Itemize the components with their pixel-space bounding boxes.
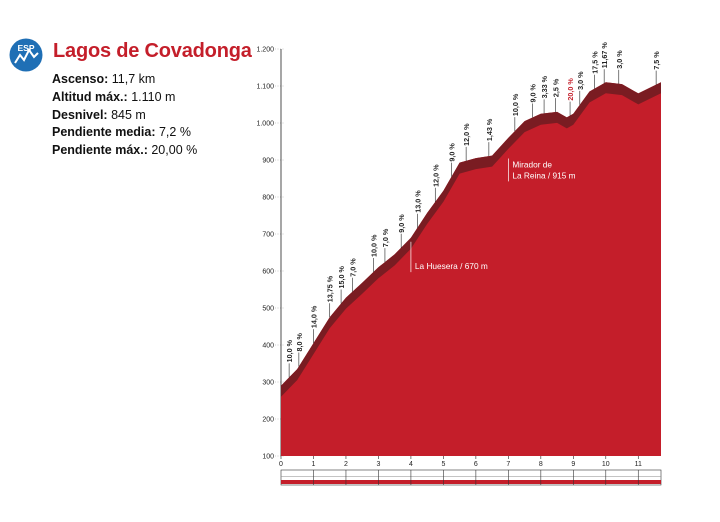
stat-value: 1.110 m	[131, 89, 176, 104]
gradient-label: 3,33 %	[540, 75, 549, 98]
gradient-label: 9,0 %	[397, 214, 406, 233]
gradient-label: 15,0 %	[337, 266, 346, 289]
stat-label: Altitud máx.:	[52, 89, 128, 104]
gradient-label: 17,5 %	[590, 51, 599, 74]
gradient-label: 20,0 %	[566, 78, 575, 101]
x-tick-label: 6	[474, 461, 478, 468]
y-tick-label: 100	[262, 454, 274, 461]
gradient-label: 3,0 %	[615, 50, 624, 69]
y-tick-label: 900	[262, 158, 274, 165]
gradient-label: 14,0 %	[309, 305, 318, 328]
y-tick-label: 400	[262, 343, 274, 350]
stat-value: 20,00 %	[151, 143, 198, 158]
gradient-label: 13,0 %	[413, 190, 422, 213]
region-badge-icon: ESP	[9, 38, 43, 72]
x-tick-label: 2	[344, 461, 348, 468]
stat-label: Ascenso:	[52, 72, 109, 86]
climb-stats: Ascenso: 11,7 km Altitud máx.: 1.110 m D…	[52, 71, 197, 160]
gradient-label: 1,43 %	[485, 118, 494, 141]
climb-title: Lagos de Covadonga	[53, 40, 252, 62]
annotation-label: Mirador de	[512, 159, 552, 169]
gradient-label: 8,0 %	[295, 332, 304, 351]
stat-max-altitude: Altitud máx.: 1.110 m	[52, 89, 197, 107]
x-tick-label: 4	[409, 461, 413, 468]
gradient-label: 11,67 %	[600, 42, 609, 69]
stat-value: 7,2 %	[158, 125, 191, 140]
gradient-label: 12,0 %	[462, 123, 471, 146]
x-tick-label: 3	[376, 461, 380, 468]
stat-ascent: Ascenso: 11,7 km	[52, 71, 197, 89]
gradient-label: 3,0 %	[576, 71, 585, 90]
gradient-label: 7,0 %	[348, 258, 357, 277]
gradient-label: 9,0 %	[448, 143, 457, 162]
gradient-label: 10,0 %	[285, 339, 294, 362]
gradient-label: 13,75 %	[326, 275, 335, 302]
y-tick-label: 800	[262, 195, 274, 202]
stat-value: 845 m	[111, 107, 146, 122]
y-tick-label: 200	[262, 417, 274, 424]
gradient-label: 9,0 %	[529, 83, 538, 102]
x-tick-label: 0	[279, 461, 283, 468]
profile-area	[281, 82, 661, 457]
gradient-label: 10,0 %	[370, 234, 379, 257]
x-tick-label: 1	[312, 461, 316, 468]
badge-label: ESP	[17, 43, 34, 53]
y-tick-label: 500	[262, 306, 274, 313]
annotation-label: La Reina / 915 m	[512, 170, 575, 180]
gradient-label: 2,5 %	[551, 78, 560, 97]
annotation-label: La Huesera / 670 m	[415, 261, 488, 271]
y-tick-label: 1.000	[256, 121, 274, 128]
gradient-label: 7,5 %	[652, 51, 661, 70]
stat-value: 11,7 km	[111, 72, 156, 86]
gradient-label: 10,0 %	[511, 93, 520, 116]
y-tick-label: 700	[262, 232, 274, 239]
y-tick-label: 300	[262, 380, 274, 387]
gradient-label: 12,0 %	[431, 164, 440, 187]
x-tick-label: 10	[602, 461, 610, 468]
stat-max-gradient: Pendiente máx.: 20,00 %	[52, 142, 197, 160]
y-tick-label: 1.100	[256, 84, 274, 91]
x-tick-label: 9	[571, 461, 575, 468]
x-tick-label: 8	[539, 461, 543, 468]
stat-elevation-gain: Desnivel: 845 m	[52, 107, 197, 125]
y-tick-label: 600	[262, 269, 274, 276]
stat-label: Pendiente máx.:	[52, 143, 148, 158]
stat-label: Pendiente media:	[52, 125, 156, 140]
stat-label: Desnivel:	[52, 107, 108, 122]
gradient-label: 7,0 %	[381, 228, 390, 247]
y-tick-label: 1.200	[256, 47, 274, 54]
x-tick-label: 7	[506, 461, 510, 468]
x-tick-label: 11	[635, 461, 642, 468]
segment-strip-bar	[281, 480, 661, 484]
x-tick-label: 5	[441, 461, 445, 468]
stat-average-gradient: Pendiente media: 7,2 %	[52, 124, 197, 142]
